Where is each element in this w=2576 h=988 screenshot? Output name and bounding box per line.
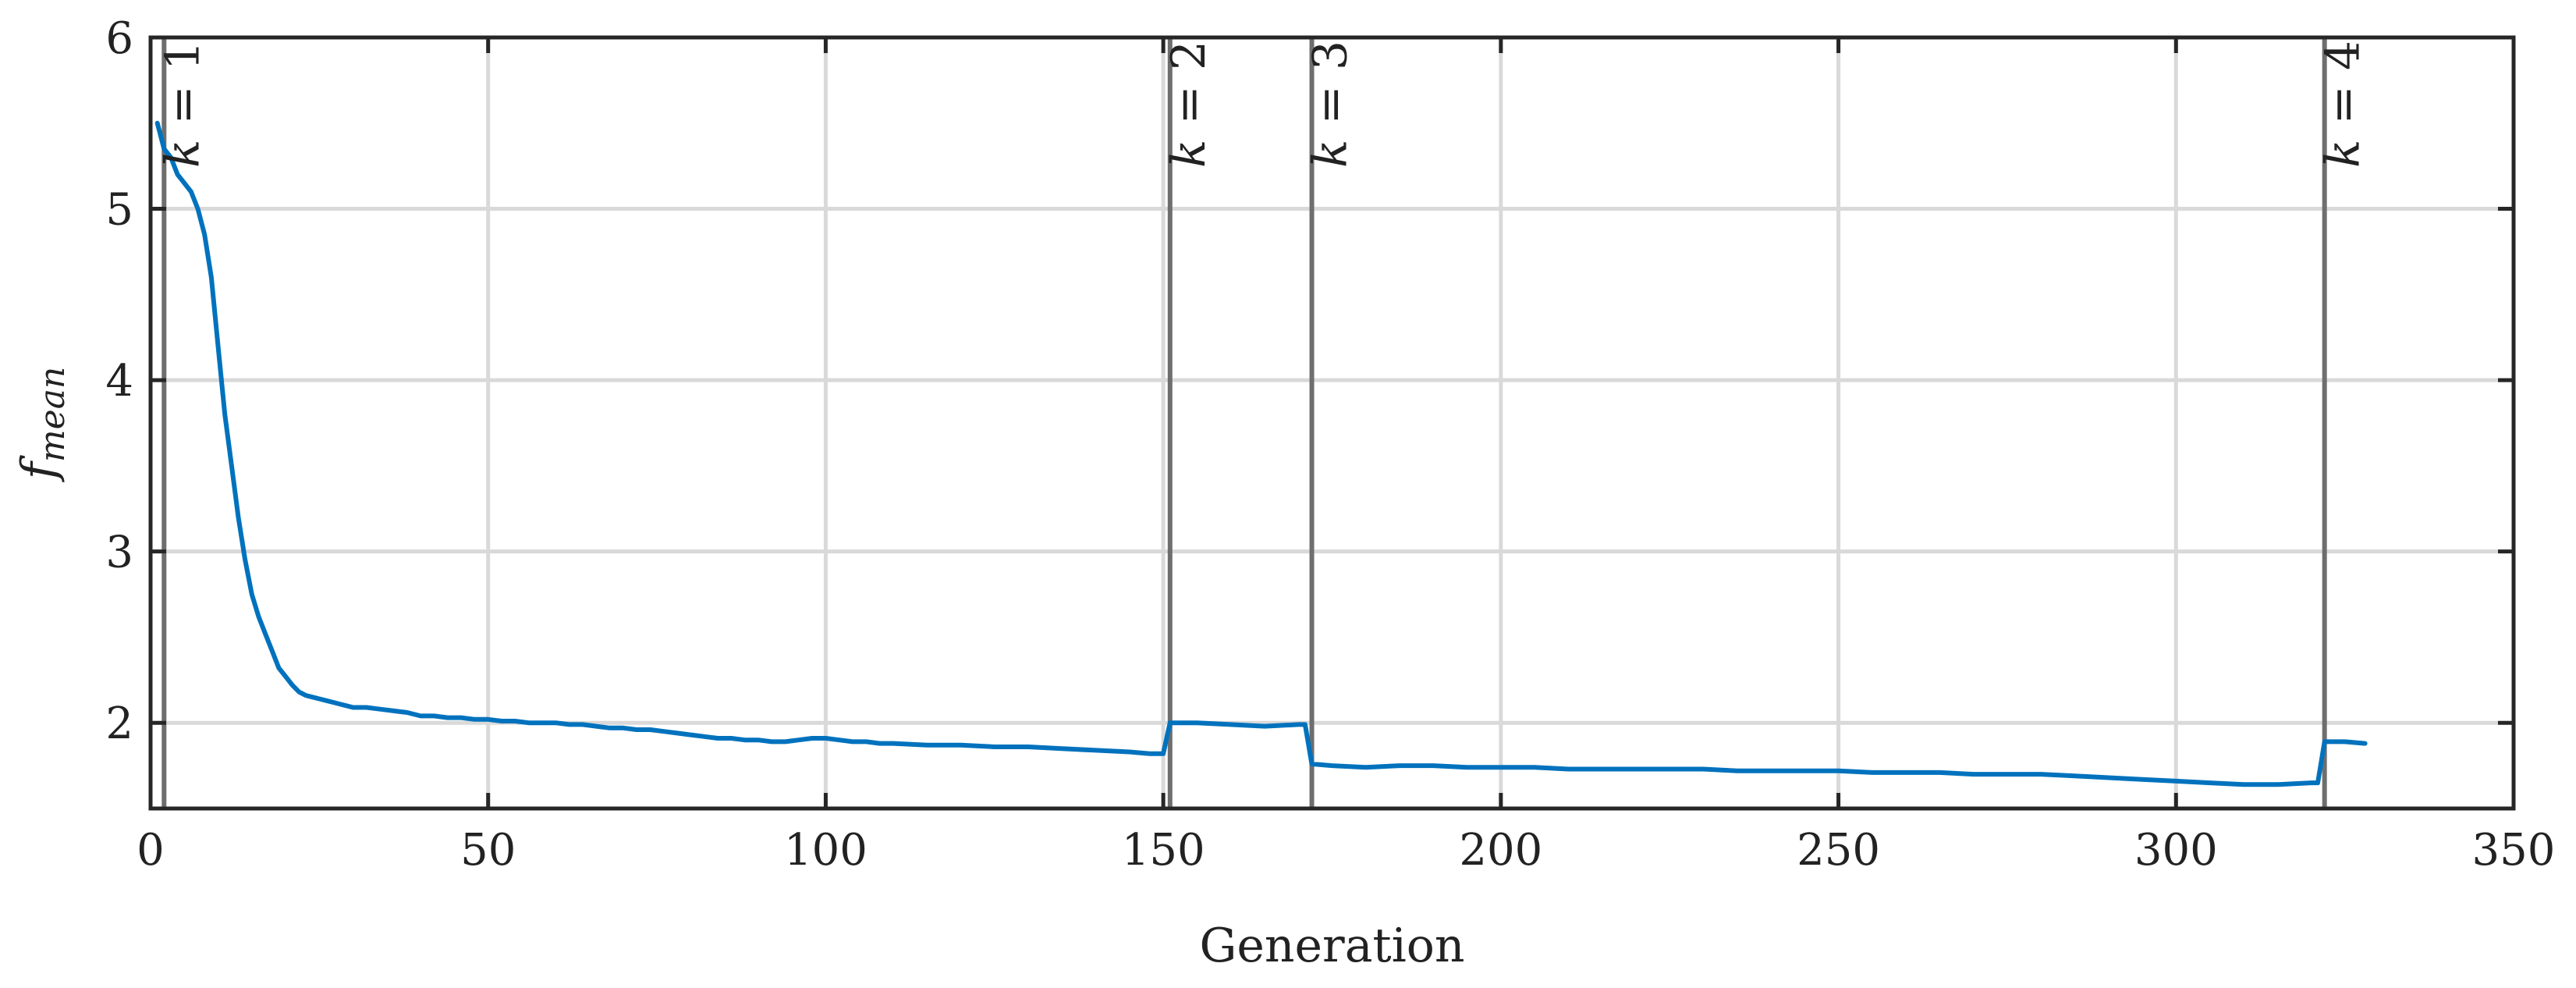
series-group bbox=[154, 120, 2368, 787]
plot-frame bbox=[148, 35, 2516, 811]
y-tick-label: 4 bbox=[105, 356, 133, 407]
marker-label: k = 2 bbox=[1162, 41, 1216, 168]
generation-markers bbox=[161, 37, 2327, 809]
series-line bbox=[154, 120, 2368, 787]
y-tick-label: 6 bbox=[105, 13, 133, 64]
marker-label-variable: k bbox=[1304, 140, 1358, 168]
grid-lines bbox=[151, 37, 2514, 809]
x-tick-label: 0 bbox=[137, 825, 165, 876]
x-axis-title: Generation bbox=[1199, 919, 1464, 973]
marker-label-value: = 1 bbox=[155, 41, 210, 140]
marker-label-value: = 2 bbox=[1162, 41, 1216, 140]
x-tick-label: 200 bbox=[1459, 825, 1542, 876]
marker-annotations: k = 1k = 2k = 3k = 4 bbox=[155, 41, 2370, 168]
y-tick-label: 3 bbox=[105, 528, 133, 578]
y-tick-label: 2 bbox=[105, 698, 133, 749]
x-tick-label: 300 bbox=[2134, 825, 2218, 876]
marker-label: k = 4 bbox=[2316, 41, 2371, 168]
x-tick-label: 50 bbox=[460, 825, 516, 876]
marker-label: k = 1 bbox=[155, 41, 210, 168]
marker-label-value: = 3 bbox=[1304, 41, 1358, 140]
x-tick-label: 100 bbox=[784, 825, 868, 876]
axis-ticks bbox=[148, 35, 2516, 809]
tick-labels: 0 50 100 150 200 250 300 350 2 3 4 5 6 bbox=[105, 13, 2555, 876]
x-tick-label: 150 bbox=[1122, 825, 1205, 876]
marker-label-variable: k bbox=[2316, 140, 2371, 168]
marker-label-variable: k bbox=[155, 140, 210, 168]
y-axis-title-subscript: mean bbox=[33, 367, 73, 462]
marker-label-variable: k bbox=[1162, 140, 1216, 168]
x-tick-label: 350 bbox=[2472, 825, 2556, 876]
y-tick-label: 5 bbox=[105, 185, 133, 236]
marker-label: k = 3 bbox=[1304, 41, 1358, 168]
x-tick-label: 250 bbox=[1797, 825, 1880, 876]
marker-label-value: = 4 bbox=[2316, 41, 2371, 140]
